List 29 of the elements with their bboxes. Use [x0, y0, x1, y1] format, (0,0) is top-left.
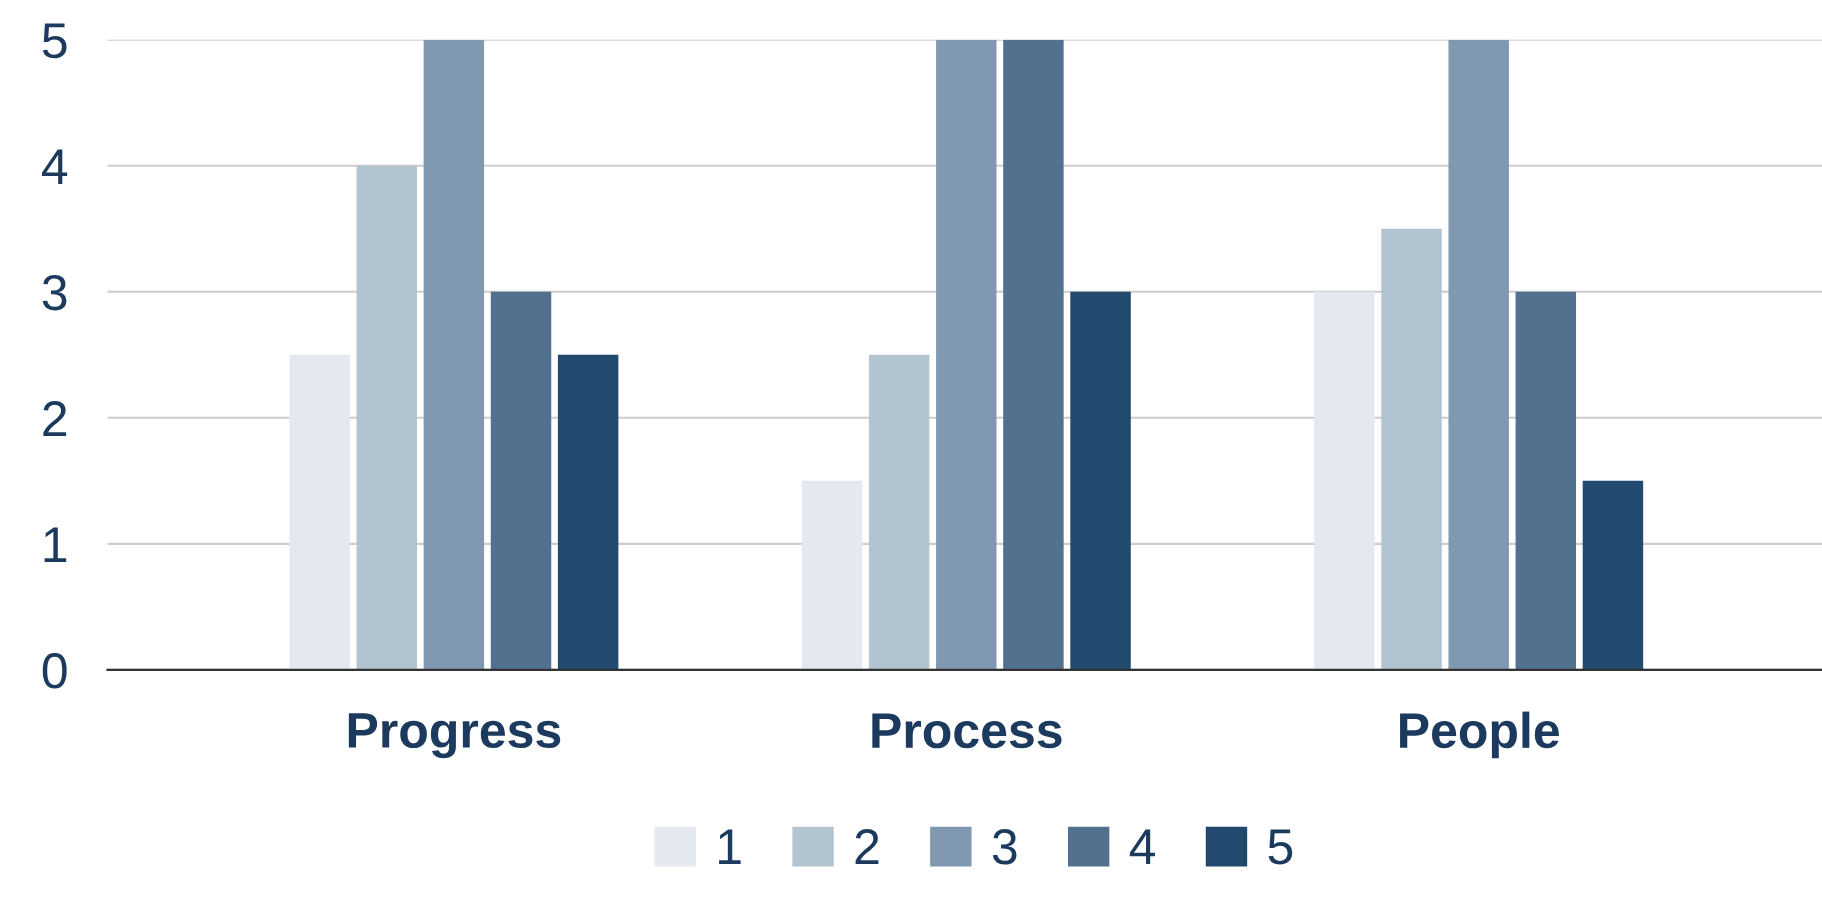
bar — [289, 354, 350, 670]
bar — [1070, 291, 1131, 670]
bar — [423, 39, 485, 670]
legend-label: 5 — [1268, 829, 1293, 865]
bar — [1582, 480, 1644, 670]
legend-label: 1 — [719, 829, 741, 865]
y-tick-label: 3 — [42, 275, 67, 311]
legend-label: 4 — [1129, 829, 1156, 865]
bar — [936, 39, 997, 670]
bar — [1448, 39, 1509, 670]
y-tick-label: 0 — [42, 653, 67, 689]
x-tick-label: Progress — [348, 713, 561, 759]
y-tick-label: 5 — [42, 23, 67, 59]
bar — [1314, 291, 1375, 670]
bar — [557, 354, 619, 670]
legend-label: 3 — [992, 829, 1017, 865]
legend-label: 2 — [855, 829, 879, 865]
x-tick-label: People — [1400, 711, 1559, 759]
bar — [356, 165, 417, 670]
y-tick-label: 1 — [44, 527, 67, 562]
y-tick-label: 4 — [41, 149, 68, 184]
bar — [1003, 39, 1064, 670]
bar — [868, 354, 930, 670]
bar — [1381, 228, 1442, 670]
bar — [801, 480, 863, 670]
bar — [490, 291, 552, 670]
y-tick-label: 2 — [43, 401, 67, 436]
x-tick-label: Process — [872, 713, 1062, 749]
bar — [1515, 291, 1577, 670]
